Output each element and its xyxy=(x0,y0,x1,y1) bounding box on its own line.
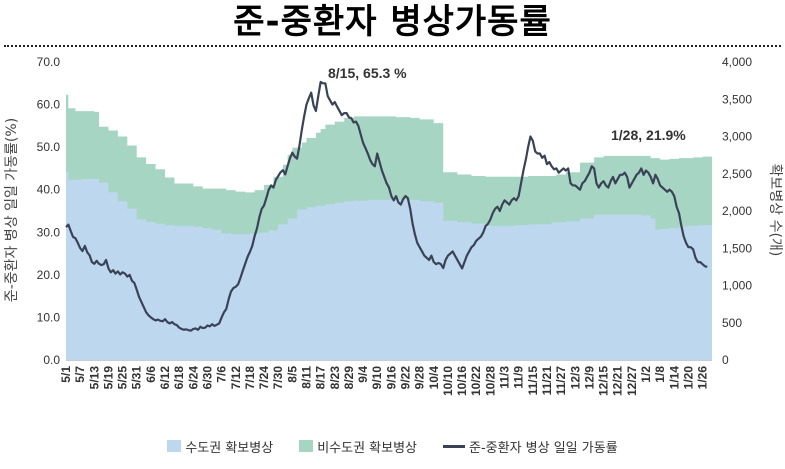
y2-tick-label: 2,500 xyxy=(722,167,752,181)
y-axis-label: 준-중환자 병상 일일 가동률(%) xyxy=(4,118,20,302)
x-tick-label: 7/6 xyxy=(215,366,229,383)
chart-title: 준-중환자 병상가동률 xyxy=(233,2,552,42)
y-tick-label: 10.0 xyxy=(37,310,61,324)
legend-label-rate: 준-중환자 병상 일일 가동률 xyxy=(469,440,618,456)
x-tick-label: 8/5 xyxy=(285,366,299,383)
title-divider xyxy=(4,45,781,47)
x-tick-label: 10/28 xyxy=(483,366,497,396)
legend-item-noncapital: 비수도권 확보병상 xyxy=(299,437,417,456)
x-tick-label: 11/3 xyxy=(498,366,512,389)
x-tick-label: 6/30 xyxy=(201,366,215,390)
x-tick-label: 5/13 xyxy=(87,366,101,390)
x-tick-label: 7/12 xyxy=(229,366,243,390)
series-line-rate xyxy=(65,80,708,332)
x-tick-label: 5/7 xyxy=(73,366,87,383)
x-tick-label: 9/10 xyxy=(370,366,384,390)
annotation-label: 8/15, 65.3 % xyxy=(328,65,407,81)
y2-tick-label: 0 xyxy=(722,353,729,367)
x-tick-label: 7/24 xyxy=(257,366,271,390)
y-tick-label: 20.0 xyxy=(37,268,61,282)
legend-swatch-rate xyxy=(443,444,465,448)
legend-swatch-noncapital xyxy=(299,440,314,452)
x-tick-label: 9/16 xyxy=(384,366,398,390)
x-tick-label: 5/19 xyxy=(101,366,115,390)
x-tick-label: 1/8 xyxy=(653,366,667,383)
x-tick-label: 10/16 xyxy=(455,366,469,396)
y2-axis-label: 확보병상 수(개) xyxy=(767,164,783,257)
x-tick-label: 1/2 xyxy=(639,366,653,383)
legend-label-noncapital: 비수도권 확보병상 xyxy=(317,440,417,456)
x-tick-label: 11/9 xyxy=(512,366,526,389)
x-tick-label: 8/11 xyxy=(300,366,314,389)
x-tick-label: 12/15 xyxy=(597,366,611,396)
y2-tick-label: 3,500 xyxy=(722,92,752,106)
y2-tick-label: 4,000 xyxy=(722,55,752,69)
y-tick-label: 30.0 xyxy=(37,225,61,239)
x-tick-label: 9/28 xyxy=(413,366,427,390)
y-tick-label: 0.0 xyxy=(43,353,60,367)
x-tick-label: 1/26 xyxy=(696,366,710,390)
legend-swatch-capital xyxy=(167,440,182,452)
legend-label-capital: 수도권 확보병상 xyxy=(185,440,274,456)
y2-tick-label: 2,000 xyxy=(722,204,752,218)
x-tick-label: 8/17 xyxy=(314,366,328,390)
x-tick-label: 6/18 xyxy=(172,366,186,390)
x-tick-label: 5/31 xyxy=(130,366,144,390)
x-tick-label: 8/29 xyxy=(342,366,356,390)
x-tick-label: 5/25 xyxy=(116,366,130,390)
x-tick-label: 10/4 xyxy=(427,366,441,390)
y-tick-label: 50.0 xyxy=(37,140,61,154)
x-tick-label: 12/21 xyxy=(611,366,625,396)
area-capital xyxy=(66,172,712,360)
x-tick-label: 12/27 xyxy=(625,366,639,396)
x-tick-label: 1/14 xyxy=(667,366,681,390)
x-tick-label: 12/3 xyxy=(568,366,582,390)
x-tick-label: 11/21 xyxy=(540,366,554,396)
x-tick-label: 5/1 xyxy=(59,366,73,383)
x-tick-label: 7/18 xyxy=(243,366,257,390)
x-tick-label: 1/20 xyxy=(681,366,695,390)
y2-tick-label: 500 xyxy=(722,316,742,330)
x-tick-label: 11/15 xyxy=(526,366,540,396)
x-tick-label: 6/12 xyxy=(158,366,172,390)
legend-item-rate: 준-중환자 병상 일일 가동률 xyxy=(443,437,618,456)
y-tick-label: 70.0 xyxy=(37,55,61,69)
x-tick-label: 9/4 xyxy=(356,366,370,383)
y2-tick-label: 1,000 xyxy=(722,279,752,293)
y-tick-label: 60.0 xyxy=(37,98,61,112)
x-tick-label: 10/22 xyxy=(469,366,483,396)
legend: 수도권 확보병상 비수도권 확보병상 준-중환자 병상 일일 가동률 xyxy=(0,434,785,458)
x-tick-label: 8/23 xyxy=(328,366,342,390)
x-tick-label: 7/30 xyxy=(271,366,285,390)
x-tick-label: 11/27 xyxy=(554,366,568,396)
x-tick-label: 10/10 xyxy=(441,366,455,396)
y2-tick-label: 3,000 xyxy=(722,130,752,144)
x-tick-label: 6/24 xyxy=(186,366,200,390)
y-tick-label: 40.0 xyxy=(37,183,61,197)
y2-tick-label: 1,500 xyxy=(722,241,752,255)
legend-item-capital: 수도권 확보병상 xyxy=(167,437,273,456)
x-tick-label: 12/9 xyxy=(582,366,596,390)
x-tick-label: 6/6 xyxy=(144,366,158,383)
x-tick-label: 9/22 xyxy=(399,366,413,390)
annotation-label: 1/28, 21.9% xyxy=(611,127,686,143)
